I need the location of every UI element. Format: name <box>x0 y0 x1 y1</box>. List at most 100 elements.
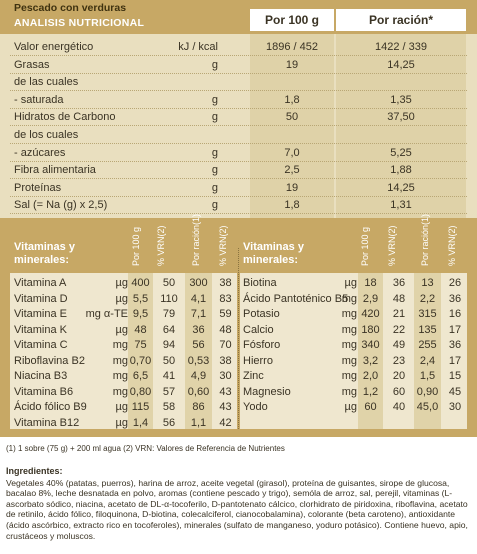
vitamin-name: Vitamina B6 <box>14 385 74 398</box>
vitamin-row: Magnesio mg 1,2 60 0,90 45 <box>243 385 471 401</box>
vitamin-name: Riboflavina B2 <box>14 354 85 367</box>
row-separator <box>10 160 467 162</box>
vitamin-ration: 315 <box>418 308 437 320</box>
nutrition-row: de los cuales <box>0 127 477 144</box>
vitamin-row: Vitamina A µg 400 50 300 38 <box>14 276 242 292</box>
nutrient-label: Valor energético <box>14 41 94 53</box>
nutrition-header: Pescado con verduras ANALISIS NUTRICIONA… <box>0 0 477 34</box>
vitamin-row: Zinc mg 2,0 20 1,5 15 <box>243 369 471 385</box>
row-separator <box>10 213 467 215</box>
nutrient-unit: g <box>211 199 218 212</box>
nutrient-unit: g <box>211 93 218 106</box>
vitamins-divider <box>238 248 239 429</box>
vitamin-ration: 86 <box>192 401 205 413</box>
row-separator <box>10 125 467 127</box>
nutrient-unit: g <box>211 58 218 71</box>
row-separator <box>10 178 467 180</box>
vitamin-unit: mg <box>341 339 357 351</box>
vitamin-name: Vitamina K <box>14 323 67 336</box>
vitamins-left-heading: Vitaminas y minerales: <box>14 241 75 294</box>
vitamin-per100: 6,5 <box>132 370 149 382</box>
vitamin-name: Vitamina A <box>14 277 67 289</box>
nutrient-unit: g <box>211 181 218 194</box>
vitamin-vrn1: 40 <box>392 401 406 413</box>
nutrient-ration: 1,35 <box>390 93 412 106</box>
vitamin-vrn1: 49 <box>392 339 406 351</box>
vitamin-per100: 75 <box>134 339 147 351</box>
vitamin-vrn1: 56 <box>162 416 176 429</box>
vitamins-table: Vitaminas y minerales: Por 100 g % VRN(2… <box>0 214 477 437</box>
vitamin-unit: mg α-TE <box>85 308 128 320</box>
vitamin-vrn2: 26 <box>448 277 462 289</box>
vitamin-name: Vitamina B12 <box>14 416 80 429</box>
vitamin-per100: 60 <box>364 401 377 413</box>
nutrition-row: Valor energético kJ / kcal 1896 / 452 1422 … <box>0 39 477 56</box>
vitamin-unit: mg <box>341 292 357 305</box>
vitamin-vrn1: 36 <box>392 277 406 289</box>
vitamin-row: Vitamina E mg α-TE 9,5 79 7,1 59 <box>14 307 242 323</box>
vitamins-right-heading: Vitaminas y minerales: <box>243 241 304 294</box>
nutrient-ration: 1,88 <box>390 164 412 177</box>
ingredients-block: Ingredientes: Vegetales 40% (patatas, pu… <box>6 466 470 541</box>
vitamin-vrn2: 45 <box>448 385 462 398</box>
nutrient-per100: 7,0 <box>284 146 300 159</box>
vitamin-unit: mg <box>341 370 357 382</box>
right-ration-col-bg <box>414 273 441 429</box>
nutrient-per100: 2,5 <box>284 164 300 177</box>
vitamin-unit: µg <box>115 323 128 336</box>
vitamin-unit: mg <box>341 323 357 336</box>
vitamin-unit: mg <box>341 308 357 320</box>
nutrient-unit: g <box>211 146 218 159</box>
left-col-ration-header: Por ración(1) <box>191 213 201 266</box>
vitamin-name: Vitamina D <box>14 292 68 305</box>
vitamin-unit: mg <box>112 370 128 382</box>
vitamin-row: Vitamina D µg 5,5 110 4,1 83 <box>14 292 242 308</box>
right-col-vrn2-header: % VRN(2) <box>447 225 457 266</box>
nutrient-per100: 19 <box>285 58 299 71</box>
vitamin-ration: 7,1 <box>190 308 207 320</box>
nutrient-per100: 1896 / 452 <box>266 41 318 53</box>
vitamin-row: Niacina B3 mg 6,5 41 4,9 30 <box>14 369 242 385</box>
nutrient-label: - azúcares <box>14 146 66 159</box>
vitamin-name: Ácido Pantoténico B5 <box>243 292 349 305</box>
vitamin-per100: 9,5 <box>132 308 149 320</box>
nutrient-unit: g <box>211 111 218 124</box>
nutrient-label: Grasas <box>14 58 50 71</box>
product-title: Pescado con verduras <box>14 2 127 14</box>
vitamin-unit: mg <box>341 385 357 398</box>
vitamin-vrn2: 38 <box>219 277 232 289</box>
vitamin-name: Zinc <box>243 370 264 382</box>
vitamin-name: Vitamina E <box>14 308 67 320</box>
vitamin-ration: 0,60 <box>187 385 210 398</box>
vitamin-vrn2: 16 <box>448 308 462 320</box>
nutrient-ration: 1422 / 339 <box>375 41 427 53</box>
left-ration-col-bg <box>185 273 212 429</box>
vitamin-ration: 0,53 <box>187 354 210 367</box>
vitamin-vrn2: 36 <box>448 292 462 305</box>
vitamin-ration: 2,4 <box>419 354 436 367</box>
nutrition-row: Fibra alimentaria g 2,5 1,88 <box>0 162 477 180</box>
vitamin-per100: 48 <box>134 323 147 336</box>
vitamins-heading-line2: minerales: <box>14 254 70 266</box>
vitamin-vrn1: 48 <box>392 292 406 305</box>
nutrition-row: Sal (= Na (g) x 2,5) g 1,8 1,31 <box>0 197 477 215</box>
nutrient-label: - saturada <box>14 93 64 106</box>
vitamin-vrn2: 38 <box>219 354 232 367</box>
vitamin-per100: 115 <box>131 401 150 413</box>
vitamin-row: Calcio mg 180 22 135 17 <box>243 323 471 339</box>
vitamin-per100: 0,80 <box>129 385 152 398</box>
vitamin-vrn1: 50 <box>162 277 176 289</box>
vitamin-name: Niacina B3 <box>14 370 68 382</box>
right-col-ration-header: Por ración(1) <box>420 213 430 266</box>
vitamin-ration: 2,2 <box>419 292 436 305</box>
nutrient-per100: 19 <box>285 181 299 194</box>
vitamin-per100: 3,2 <box>362 354 379 367</box>
vitamin-vrn2: 17 <box>448 323 462 336</box>
vitamin-per100: 2,0 <box>362 370 379 382</box>
nutrition-row: Proteínas g 19 14,25 <box>0 180 477 197</box>
vitamin-per100: 18 <box>364 277 377 289</box>
nutrient-ration: 1,31 <box>390 199 412 212</box>
vitamin-name: Vitamina C <box>14 339 68 351</box>
vitamin-vrn2: 17 <box>448 354 462 367</box>
footnote: (1) 1 sobre (75 g) + 200 ml agua (2) VRN… <box>6 444 285 453</box>
